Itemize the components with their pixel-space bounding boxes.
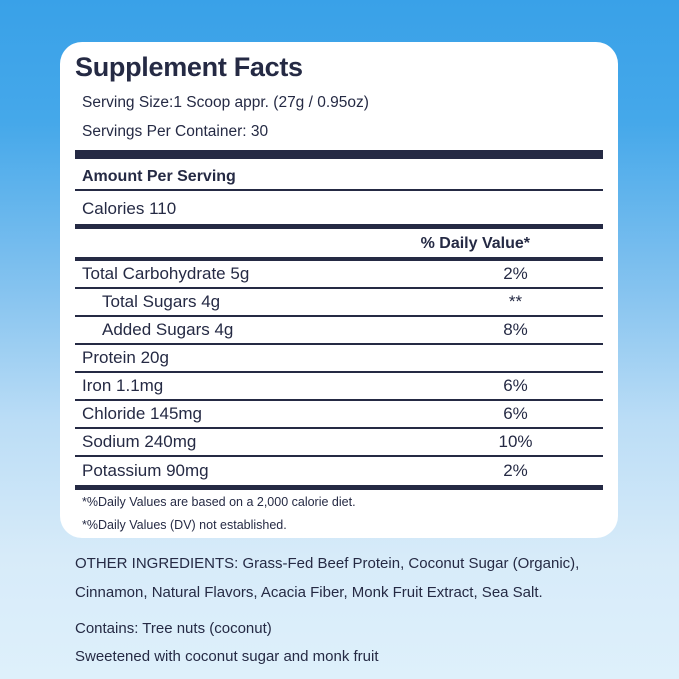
nutrient-name: Total Sugars 4g — [102, 292, 221, 311]
nutrient-daily-value: 8% — [503, 320, 528, 339]
nutrient-daily-value: 2% — [503, 461, 528, 480]
footnote-daily-values: *%Daily Values are based on a 2,000 calo… — [82, 494, 356, 509]
nutrient-name: Total Carbohydrate 5g — [82, 264, 250, 283]
table-row: Added Sugars 4g 8% — [75, 317, 603, 345]
table-row: Iron 1.1mg 6% — [75, 373, 603, 401]
other-ingredients-text: OTHER INGREDIENTS: Grass-Fed Beef Protei… — [75, 555, 580, 601]
divider — [75, 189, 603, 191]
nutrient-name: Chloride 145mg — [82, 404, 203, 423]
nutrient-daily-value: ** — [508, 292, 523, 311]
divider — [75, 485, 603, 490]
nutrient-name: Potassium 90mg — [82, 461, 209, 480]
nutrient-name: Added Sugars 4g — [102, 320, 234, 339]
supplement-facts-panel: Supplement Facts Serving Size:1 Scoop ap… — [60, 42, 618, 538]
table-row: Chloride 145mg 6% — [75, 401, 603, 429]
nutrient-name: Sodium 240mg — [82, 432, 197, 451]
table-row: Sodium 240mg 10% — [75, 429, 603, 457]
daily-value-header: % Daily Value* — [420, 234, 530, 252]
divider — [75, 224, 603, 229]
label-additional-info: OTHER INGREDIENTS: Grass-Fed Beef Protei… — [75, 549, 621, 671]
nutrient-daily-value: 10% — [498, 432, 533, 451]
nutrient-daily-value: 6% — [503, 376, 528, 395]
panel-title: Supplement Facts — [75, 52, 303, 82]
sweetener-note-text: Sweetened with coconut sugar and monk fr… — [75, 648, 379, 665]
table-row: Protein 20g — [75, 345, 603, 373]
nutrient-name: Iron 1.1mg — [82, 376, 164, 395]
thick-divider-bar — [75, 150, 603, 159]
table-row: Total Sugars 4g ** — [75, 289, 603, 317]
nutrient-name: Protein 20g — [82, 348, 169, 367]
nutrient-table: Total Carbohydrate 5g 2% Total Sugars 4g… — [75, 261, 603, 485]
divider — [75, 256, 603, 261]
servings-per-container: Servings Per Container: 30 — [82, 123, 269, 140]
footnote-dv-not-established: *%Daily Values (DV) not established. — [82, 517, 287, 532]
amount-per-serving-heading: Amount Per Serving — [82, 168, 236, 185]
serving-size: Serving Size:1 Scoop appr. (27g / 0.95oz… — [82, 94, 369, 111]
nutrient-daily-value: 2% — [503, 264, 528, 283]
allergen-contains-text: Contains: Tree nuts (coconut) — [75, 620, 272, 637]
table-row: Total Carbohydrate 5g 2% — [75, 261, 603, 289]
table-row: Potassium 90mg 2% — [75, 457, 603, 485]
nutrient-daily-value: 6% — [503, 404, 528, 423]
calories-line: Calories 110 — [82, 199, 177, 218]
